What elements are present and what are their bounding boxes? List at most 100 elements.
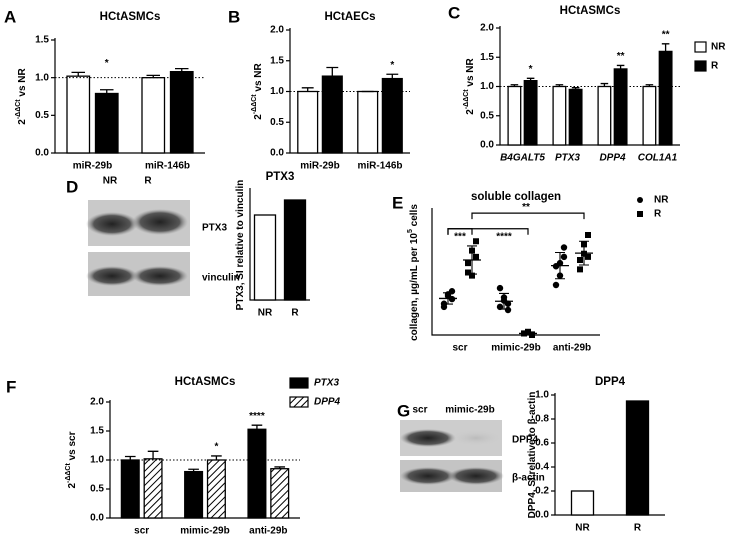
- bar: [568, 88, 583, 146]
- bar: [253, 214, 277, 301]
- y-tick-label: 1.0: [270, 86, 284, 97]
- sd-bar: [499, 292, 509, 310]
- lane-label: R: [144, 176, 152, 187]
- significance: **: [662, 29, 670, 40]
- error-bar: [386, 73, 399, 79]
- band: [450, 430, 502, 446]
- y-tick-label: 0.0: [535, 510, 549, 521]
- bar: [321, 75, 343, 154]
- panel-letter: C: [448, 3, 460, 22]
- y-tick-label: 0.8: [535, 414, 549, 425]
- blot-d: D NR R PTX3 vinculin: [66, 176, 240, 296]
- legend-swatch: [289, 377, 309, 389]
- error-bar: [301, 87, 314, 92]
- legend-label: PTX3: [314, 378, 339, 389]
- bar: [381, 77, 403, 154]
- panel-letter: A: [4, 7, 16, 26]
- point: [504, 306, 512, 314]
- y-axis-label: 2-ΔΔCt vs NR: [463, 57, 476, 114]
- band: [400, 429, 456, 447]
- error-bar: [616, 64, 625, 69]
- y-axis-label-part: vs NR: [17, 67, 28, 99]
- x-tick-label: scr: [452, 343, 467, 354]
- y-tick-label: 0.5: [480, 110, 494, 121]
- y-axis-label-part: -ΔΔCt: [463, 89, 470, 109]
- x-tick-label: NR: [575, 523, 590, 534]
- y-axis-label: collagen, µg/mL per 105 cells: [407, 204, 420, 341]
- y-axis-label-part: PTX3, SI relative to vinculin: [235, 180, 246, 311]
- bar: [642, 85, 657, 146]
- y-axis-label: 2-ΔΔCt vs NR: [15, 67, 28, 124]
- bar: [283, 199, 307, 301]
- x-tick-label: DPP4: [599, 153, 626, 164]
- y-tick-label: 0.0: [480, 140, 494, 151]
- x-tick-label: PTX3: [555, 153, 580, 164]
- bar: [66, 75, 91, 154]
- y-tick-label: 0.0: [90, 513, 104, 524]
- point: [496, 284, 504, 292]
- bar: [94, 92, 119, 154]
- y-tick-label: 0.0: [270, 148, 284, 159]
- error-bar: [251, 424, 263, 430]
- bracket: [471, 212, 585, 220]
- chart-title: HCtASMCs: [100, 11, 161, 23]
- sd-bar: [443, 292, 453, 305]
- band-label: β-actin: [512, 473, 545, 484]
- y-axis-label-part: cells: [409, 204, 420, 229]
- significance: **: [522, 202, 530, 213]
- bar: [206, 459, 226, 519]
- bar: [184, 470, 204, 519]
- y-tick-label: 0.2: [535, 486, 549, 497]
- bar: [552, 85, 567, 146]
- band: [448, 467, 504, 485]
- panel-letter: F: [6, 377, 16, 396]
- point: [577, 266, 583, 273]
- panel-letter: G: [397, 401, 410, 420]
- legend-swatch: [637, 211, 643, 217]
- bar: [523, 80, 538, 146]
- y-axis-label-part: DPP4, SI relative to β-actin: [527, 392, 538, 519]
- x-tick-label: anti-29b: [249, 526, 287, 537]
- error-bar: [600, 82, 609, 87]
- band: [132, 209, 188, 235]
- y-tick-label: 1.0: [535, 390, 549, 401]
- y-axis-label-part: vs scr: [67, 431, 78, 463]
- error-bar: [100, 89, 114, 94]
- panel-letter: D: [66, 177, 78, 196]
- y-axis-label-part: vs NR: [253, 62, 264, 94]
- y-tick-label: 1.5: [480, 52, 494, 63]
- band: [132, 266, 188, 286]
- chart-title: soluble collagen: [471, 191, 561, 203]
- point: [473, 238, 479, 245]
- y-axis-label: 2-ΔΔCt vs NR: [251, 62, 264, 119]
- point: [560, 244, 568, 251]
- bar: [597, 85, 612, 146]
- panel-letter: E: [392, 193, 403, 212]
- bar: [141, 77, 166, 154]
- x-tick-label: mimic-29b: [180, 526, 229, 537]
- bar: [143, 458, 163, 519]
- legend-label: NR: [711, 42, 726, 53]
- point: [465, 260, 471, 267]
- bar: [658, 50, 673, 146]
- x-tick-label: B4GALT5: [500, 153, 545, 164]
- significance: ***: [454, 231, 466, 242]
- bar: [297, 90, 319, 154]
- chart-title: HCtASMCs: [175, 376, 236, 388]
- bar: [357, 90, 379, 154]
- y-axis-label: 2-ΔΔCt vs scr: [65, 431, 78, 488]
- point: [585, 232, 591, 238]
- panel-letter: B: [228, 7, 240, 26]
- y-axis-label-part: 5: [407, 229, 414, 233]
- significance: *: [390, 60, 394, 71]
- band: [400, 467, 456, 485]
- y-tick-label: 0.5: [270, 117, 284, 128]
- y-tick-label: 1.5: [90, 426, 104, 437]
- point: [552, 281, 560, 289]
- significance: ****: [496, 231, 512, 242]
- y-tick-label: 2.0: [480, 23, 494, 34]
- bar: [507, 85, 522, 146]
- point: [448, 288, 456, 295]
- sd-bar: [555, 251, 565, 280]
